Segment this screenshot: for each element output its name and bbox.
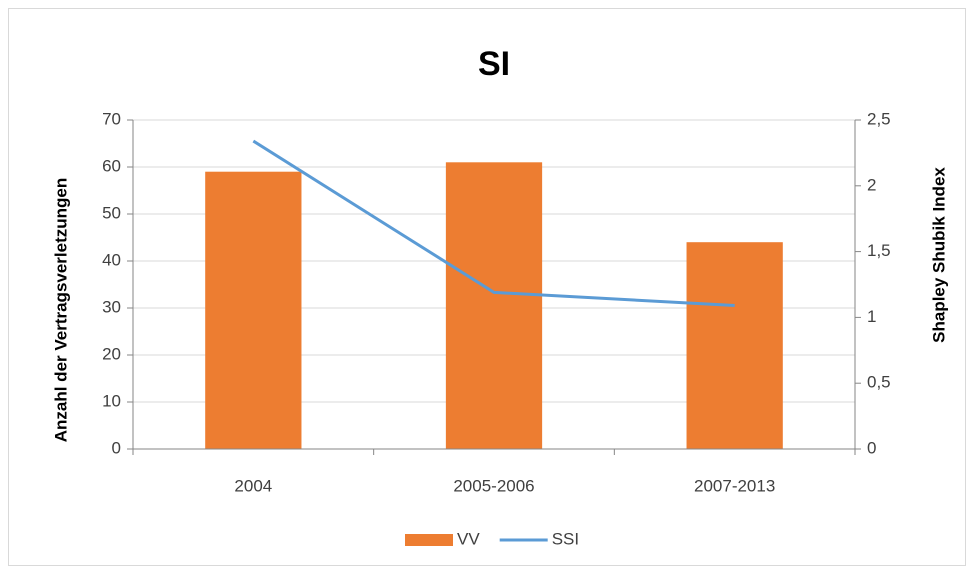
y-tick-label: 40 [102,250,121,269]
bar [205,171,302,449]
y2-tick-label: 0,5 [867,373,891,392]
line [252,139,735,308]
x-tick-label: 2007-2013 [694,476,775,495]
y-tick-label: 50 [102,203,121,222]
y2-tick-label: 2 [867,175,876,194]
legend-label: SSI [552,529,579,548]
y2-tick-label: 1,5 [867,241,891,260]
y2-tick-label: 0 [867,438,876,457]
y-tick-label: 0 [112,438,121,457]
legend-label: VV [457,529,480,548]
chart-title: SI [478,45,510,83]
y-tick-label: 20 [102,344,121,363]
bar [686,242,783,449]
y2-tick-label: 1 [867,307,876,326]
x-tick-label: 2005-2006 [453,476,534,495]
y-tick-label: 30 [102,297,121,316]
y-tick-label: 70 [102,109,121,128]
bar [445,162,543,450]
x-tick-label: 2004 [234,476,272,495]
y-tick-label: 10 [102,391,121,410]
y2-axis-label: Shapley Shubik Index [929,167,948,343]
legend-swatch [405,534,453,546]
y-axis-label: Anzahl der Vertragsverletzungen [51,178,70,443]
y-tick-label: 60 [102,156,121,175]
y2-tick-label: 2,5 [867,109,891,128]
